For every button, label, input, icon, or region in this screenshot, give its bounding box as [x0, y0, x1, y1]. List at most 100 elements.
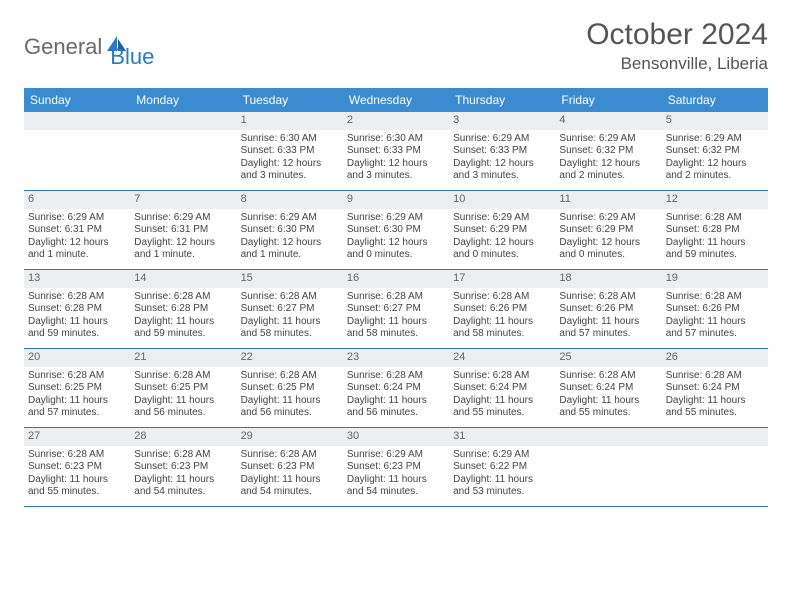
- weeks-container: 1Sunrise: 6:30 AMSunset: 6:33 PMDaylight…: [24, 112, 768, 507]
- daylight: Daylight: 11 hours and 58 minutes.: [241, 316, 339, 341]
- day-number: 18: [555, 270, 661, 288]
- day-header-mon: Monday: [130, 88, 236, 112]
- sunset: Sunset: 6:33 PM: [347, 145, 445, 158]
- daylight: Daylight: 11 hours and 59 minutes.: [134, 316, 232, 341]
- week-row: 13Sunrise: 6:28 AMSunset: 6:28 PMDayligh…: [24, 270, 768, 349]
- sunrise: Sunrise: 6:28 AM: [559, 370, 657, 383]
- day-number: 14: [130, 270, 236, 288]
- sunrise: Sunrise: 6:28 AM: [347, 291, 445, 304]
- day-number: 17: [449, 270, 555, 288]
- sunset: Sunset: 6:32 PM: [666, 145, 764, 158]
- cell-body: Sunrise: 6:30 AMSunset: 6:33 PMDaylight:…: [343, 130, 449, 188]
- day-number: 25: [555, 349, 661, 367]
- sunset: Sunset: 6:26 PM: [666, 303, 764, 316]
- day-number: [130, 112, 236, 130]
- day-number: 23: [343, 349, 449, 367]
- sunrise: Sunrise: 6:30 AM: [241, 133, 339, 146]
- day-header-tue: Tuesday: [237, 88, 343, 112]
- sunset: Sunset: 6:25 PM: [28, 382, 126, 395]
- sunrise: Sunrise: 6:28 AM: [666, 212, 764, 225]
- sunrise: Sunrise: 6:28 AM: [453, 291, 551, 304]
- calendar-cell: [130, 112, 236, 190]
- sunrise: Sunrise: 6:28 AM: [241, 370, 339, 383]
- daylight: Daylight: 12 hours and 3 minutes.: [241, 158, 339, 183]
- day-number: 15: [237, 270, 343, 288]
- calendar-cell: 23Sunrise: 6:28 AMSunset: 6:24 PMDayligh…: [343, 349, 449, 427]
- sunset: Sunset: 6:30 PM: [347, 224, 445, 237]
- cell-body: Sunrise: 6:29 AMSunset: 6:23 PMDaylight:…: [343, 446, 449, 504]
- sunset: Sunset: 6:31 PM: [28, 224, 126, 237]
- sunset: Sunset: 6:26 PM: [453, 303, 551, 316]
- sunset: Sunset: 6:32 PM: [559, 145, 657, 158]
- cell-body: Sunrise: 6:29 AMSunset: 6:30 PMDaylight:…: [343, 209, 449, 267]
- calendar-cell: 4Sunrise: 6:29 AMSunset: 6:32 PMDaylight…: [555, 112, 661, 190]
- cell-body: Sunrise: 6:29 AMSunset: 6:32 PMDaylight:…: [555, 130, 661, 188]
- sunset: Sunset: 6:28 PM: [666, 224, 764, 237]
- sunrise: Sunrise: 6:29 AM: [453, 449, 551, 462]
- calendar-cell: 10Sunrise: 6:29 AMSunset: 6:29 PMDayligh…: [449, 191, 555, 269]
- cell-body: Sunrise: 6:28 AMSunset: 6:28 PMDaylight:…: [130, 288, 236, 346]
- day-number: 27: [24, 428, 130, 446]
- daylight: Daylight: 11 hours and 55 minutes.: [559, 395, 657, 420]
- cell-body: Sunrise: 6:28 AMSunset: 6:25 PMDaylight:…: [237, 367, 343, 425]
- week-row: 27Sunrise: 6:28 AMSunset: 6:23 PMDayligh…: [24, 428, 768, 507]
- day-number: 7: [130, 191, 236, 209]
- cell-body: Sunrise: 6:28 AMSunset: 6:24 PMDaylight:…: [555, 367, 661, 425]
- daylight: Daylight: 11 hours and 53 minutes.: [453, 474, 551, 499]
- header: General Blue October 2024 Bensonville, L…: [24, 18, 768, 74]
- sunset: Sunset: 6:28 PM: [134, 303, 232, 316]
- cell-body: Sunrise: 6:29 AMSunset: 6:22 PMDaylight:…: [449, 446, 555, 504]
- cell-body: Sunrise: 6:28 AMSunset: 6:27 PMDaylight:…: [237, 288, 343, 346]
- sunset: Sunset: 6:30 PM: [241, 224, 339, 237]
- sunrise: Sunrise: 6:29 AM: [453, 212, 551, 225]
- sunrise: Sunrise: 6:28 AM: [241, 449, 339, 462]
- day-number: [555, 428, 661, 446]
- cell-body: Sunrise: 6:29 AMSunset: 6:31 PMDaylight:…: [130, 209, 236, 267]
- cell-body: Sunrise: 6:28 AMSunset: 6:24 PMDaylight:…: [449, 367, 555, 425]
- daylight: Daylight: 11 hours and 56 minutes.: [347, 395, 445, 420]
- sunrise: Sunrise: 6:28 AM: [134, 291, 232, 304]
- calendar-cell: 20Sunrise: 6:28 AMSunset: 6:25 PMDayligh…: [24, 349, 130, 427]
- sunrise: Sunrise: 6:28 AM: [453, 370, 551, 383]
- calendar-cell: 2Sunrise: 6:30 AMSunset: 6:33 PMDaylight…: [343, 112, 449, 190]
- title-block: October 2024 Bensonville, Liberia: [586, 18, 768, 74]
- sunset: Sunset: 6:33 PM: [453, 145, 551, 158]
- sunset: Sunset: 6:29 PM: [453, 224, 551, 237]
- daylight: Daylight: 11 hours and 55 minutes.: [28, 474, 126, 499]
- sunset: Sunset: 6:24 PM: [559, 382, 657, 395]
- cell-body: Sunrise: 6:29 AMSunset: 6:30 PMDaylight:…: [237, 209, 343, 267]
- sunset: Sunset: 6:25 PM: [134, 382, 232, 395]
- calendar-cell: 12Sunrise: 6:28 AMSunset: 6:28 PMDayligh…: [662, 191, 768, 269]
- calendar-cell: 21Sunrise: 6:28 AMSunset: 6:25 PMDayligh…: [130, 349, 236, 427]
- daylight: Daylight: 11 hours and 58 minutes.: [453, 316, 551, 341]
- day-number: [24, 112, 130, 130]
- calendar-cell: 17Sunrise: 6:28 AMSunset: 6:26 PMDayligh…: [449, 270, 555, 348]
- sunrise: Sunrise: 6:29 AM: [134, 212, 232, 225]
- day-number: 9: [343, 191, 449, 209]
- day-number: 30: [343, 428, 449, 446]
- daylight: Daylight: 12 hours and 1 minute.: [134, 237, 232, 262]
- calendar-cell: 6Sunrise: 6:29 AMSunset: 6:31 PMDaylight…: [24, 191, 130, 269]
- day-number: 28: [130, 428, 236, 446]
- sunset: Sunset: 6:23 PM: [28, 461, 126, 474]
- day-number: 19: [662, 270, 768, 288]
- cell-body: Sunrise: 6:29 AMSunset: 6:32 PMDaylight:…: [662, 130, 768, 188]
- sunrise: Sunrise: 6:28 AM: [28, 449, 126, 462]
- cell-body: Sunrise: 6:29 AMSunset: 6:33 PMDaylight:…: [449, 130, 555, 188]
- cell-body: Sunrise: 6:28 AMSunset: 6:26 PMDaylight:…: [449, 288, 555, 346]
- day-number: 1: [237, 112, 343, 130]
- day-header-thu: Thursday: [449, 88, 555, 112]
- daylight: Daylight: 12 hours and 1 minute.: [28, 237, 126, 262]
- sunrise: Sunrise: 6:29 AM: [347, 212, 445, 225]
- daylight: Daylight: 11 hours and 59 minutes.: [28, 316, 126, 341]
- day-number: 11: [555, 191, 661, 209]
- calendar-cell: [24, 112, 130, 190]
- daylight: Daylight: 12 hours and 1 minute.: [241, 237, 339, 262]
- daylight: Daylight: 12 hours and 2 minutes.: [666, 158, 764, 183]
- sunrise: Sunrise: 6:29 AM: [453, 133, 551, 146]
- sunrise: Sunrise: 6:28 AM: [666, 370, 764, 383]
- day-header-wed: Wednesday: [343, 88, 449, 112]
- daylight: Daylight: 12 hours and 2 minutes.: [559, 158, 657, 183]
- cell-body: Sunrise: 6:28 AMSunset: 6:23 PMDaylight:…: [130, 446, 236, 504]
- sunset: Sunset: 6:27 PM: [347, 303, 445, 316]
